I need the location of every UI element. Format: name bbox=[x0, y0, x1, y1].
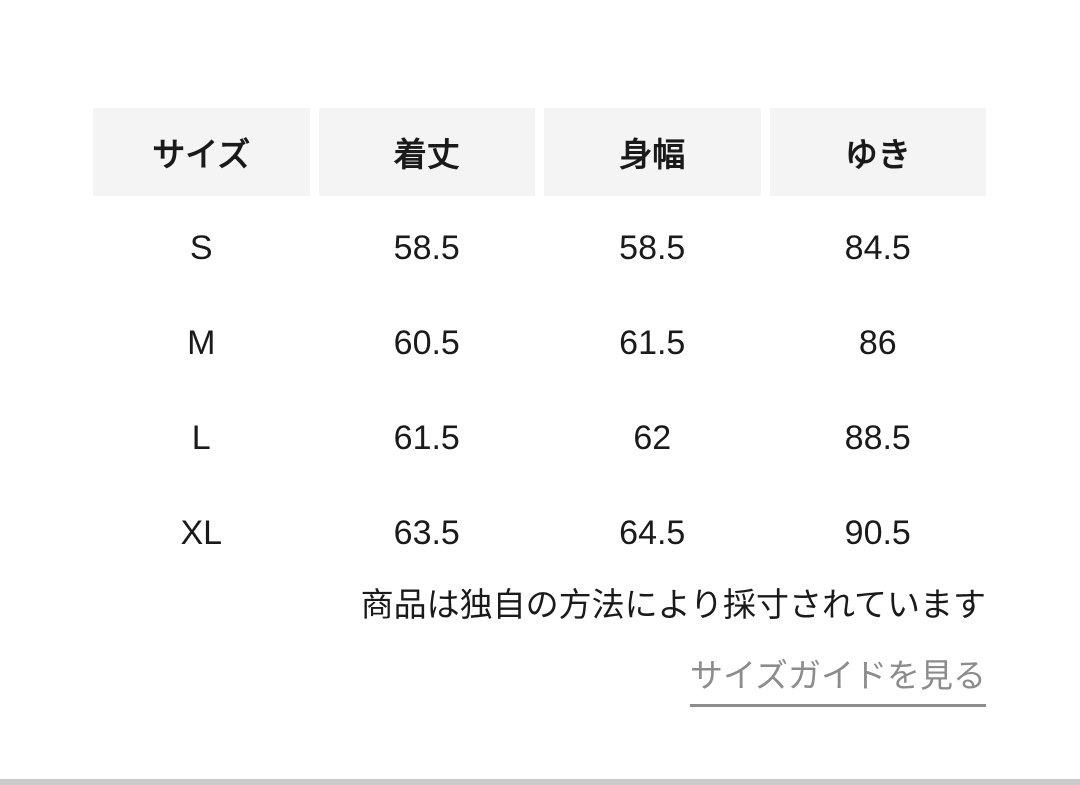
header-cell-sleeve: ゆき bbox=[769, 108, 986, 196]
table-row-l: L 61.5 62 88.5 bbox=[93, 391, 986, 486]
measurement-cell: 86 bbox=[858, 324, 897, 362]
size-chart-body: S 58.5 58.5 84.5 M 60.5 61.5 86 L 61.5 6… bbox=[93, 196, 986, 581]
measurement-cell: 58.5 bbox=[393, 229, 460, 267]
size-label-cell: XL bbox=[180, 514, 223, 552]
measurement-cell: 62 bbox=[633, 419, 672, 457]
measurement-cell: 61.5 bbox=[393, 419, 460, 457]
size-chart-header-row: サイズ 着丈 身幅 ゆき bbox=[93, 108, 986, 196]
bottom-divider bbox=[0, 779, 1080, 785]
measurement-cell: 58.5 bbox=[619, 229, 686, 267]
size-guide-link[interactable]: サイズガイドを見る bbox=[689, 649, 986, 707]
measurement-cell: 84.5 bbox=[844, 229, 911, 267]
measurement-note: 商品は独自の方法により採寸されています bbox=[360, 586, 986, 623]
measurement-cell: 88.5 bbox=[844, 419, 911, 457]
size-label-cell: M bbox=[187, 324, 216, 362]
size-chart-table: サイズ 着丈 身幅 ゆき S 58.5 58.5 84.5 M 60.5 61.… bbox=[93, 108, 986, 707]
size-label-cell: L bbox=[191, 419, 211, 457]
header-cell-length: 着丈 bbox=[318, 108, 535, 196]
measurement-cell: 61.5 bbox=[619, 324, 686, 362]
measurement-cell: 60.5 bbox=[393, 324, 460, 362]
measurement-cell: 64.5 bbox=[619, 514, 686, 552]
size-guide-link-row: サイズガイドを見る bbox=[93, 649, 986, 707]
header-cell-width: 身幅 bbox=[544, 108, 761, 196]
table-row-m: M 60.5 61.5 86 bbox=[93, 296, 986, 391]
header-cell-size: サイズ bbox=[93, 108, 310, 196]
table-row-s: S 58.5 58.5 84.5 bbox=[93, 201, 986, 296]
table-row-xl: XL 63.5 64.5 90.5 bbox=[93, 486, 986, 581]
measurement-cell: 90.5 bbox=[844, 514, 911, 552]
measurement-cell: 63.5 bbox=[393, 514, 460, 552]
size-label-cell: S bbox=[189, 229, 213, 267]
